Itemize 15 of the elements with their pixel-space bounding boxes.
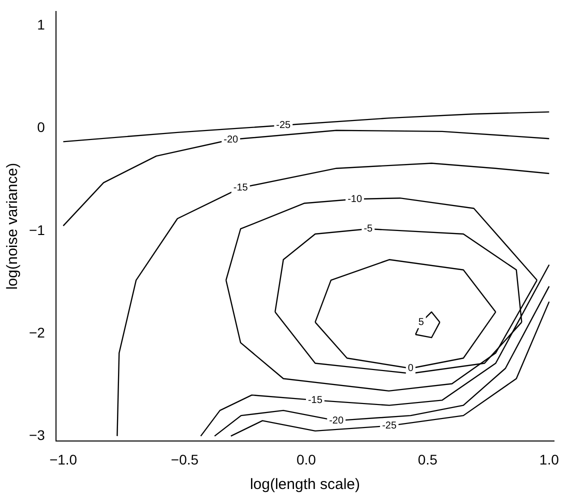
series-label: 5 bbox=[418, 316, 424, 328]
series-label: 0 bbox=[408, 363, 414, 374]
x-tick-label: 0.0 bbox=[296, 451, 316, 468]
series-label: -5 bbox=[364, 224, 374, 235]
y-tick-label: −3 bbox=[28, 426, 46, 443]
y-tick-label: 0 bbox=[37, 119, 46, 136]
y-tick-label: −2 bbox=[28, 324, 46, 340]
x-tick-label: −0.5 bbox=[170, 451, 199, 468]
x-tick-label: 1.0 bbox=[539, 451, 560, 468]
x-tick-label: 0.5 bbox=[418, 451, 438, 468]
x-tick-label: −1.0 bbox=[49, 451, 78, 468]
y-tick-label: 1 bbox=[37, 16, 46, 33]
x-axis-title: log(length scale) bbox=[250, 476, 360, 494]
y-tick-label: −1 bbox=[28, 222, 46, 238]
y-axis-title: log(noise variance) bbox=[4, 162, 22, 290]
